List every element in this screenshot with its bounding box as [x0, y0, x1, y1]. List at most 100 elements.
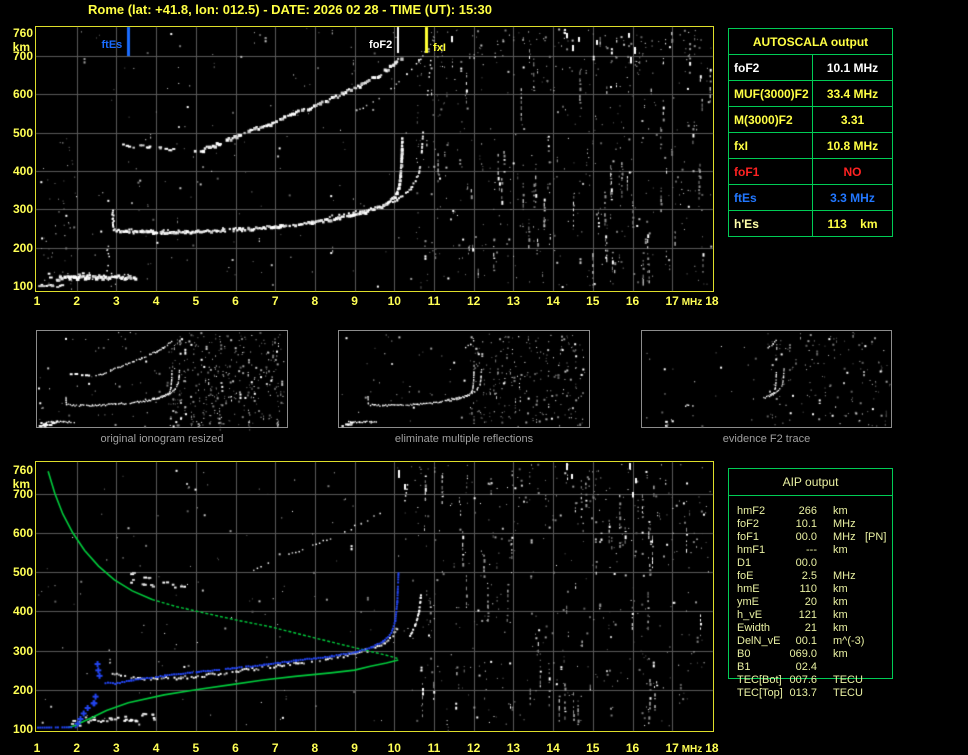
aip-row-hme: hmE 110 km	[729, 583, 892, 596]
aip-un: MHz	[833, 531, 856, 543]
top-x-tick-label: 10	[387, 294, 401, 308]
top-y-tick-label: 700	[12, 48, 33, 63]
aip-nm: TEC[Bot]	[737, 674, 782, 686]
aip-vl: 21	[804, 622, 817, 634]
top-x-tick-label: 9	[351, 294, 358, 308]
top-y-tick-label: 100	[12, 278, 33, 293]
autoscala-row-label: foF1	[729, 159, 813, 184]
bottom-x-tick-label: 2	[73, 741, 81, 755]
bottom-y-tick-label: 600	[12, 525, 33, 540]
top-x-tick-label: 6	[232, 294, 239, 308]
bottom-x-tick-label: 13	[506, 741, 521, 755]
aip-un: km	[833, 544, 848, 556]
aip-row-hve: h_vE 121 km	[729, 609, 892, 622]
autoscala-row-value: 3.31	[840, 112, 865, 127]
autoscala-row-muf3000f2: MUF(3000)F2 33.4 MHz	[729, 80, 892, 106]
autoscala-row-value: NO	[843, 164, 862, 179]
autoscala-row-label: M(3000)F2	[729, 107, 813, 132]
bottom-x-tick-label: 12	[467, 741, 481, 755]
marker-label-fof2: foF2	[369, 39, 393, 51]
aip-output-table: AIP output hmF2 266 km foF2 10.1 MHz foF1 00.0 M…	[728, 468, 893, 699]
aip-un: km	[833, 596, 848, 608]
autoscala-row-value: 113 km	[827, 216, 878, 231]
bottom-y-tick-label: 760	[12, 463, 33, 477]
top-x-tick-label: 2	[73, 294, 81, 308]
aip-row-fof2: foF2 10.1 MHz	[729, 518, 892, 531]
autoscala-row-value: 10.8 MHz	[826, 138, 879, 153]
aip-nm: hmF1	[737, 544, 766, 556]
aip-nm: h_vE	[737, 609, 763, 621]
aip-nm: hmF2	[737, 505, 766, 517]
bottom-x-tick-label: 6	[232, 741, 239, 755]
top-y-tick-label: 200	[12, 240, 33, 255]
aip-un: km	[833, 609, 848, 621]
aip-nm: B1	[737, 661, 751, 673]
bottom-y-tick-label: 700	[12, 486, 33, 501]
bottom-y-tick-label: 100	[12, 721, 33, 736]
aip-un: km	[833, 505, 848, 517]
autoscala-row-fof2: foF2 10.1 MHz	[729, 54, 892, 80]
aip-vl: 121	[798, 609, 817, 621]
autoscala-row-value: 10.1 MHz	[826, 60, 879, 75]
autoscala-row-label: h'Es	[729, 211, 813, 236]
autoscala-row-fof1: foF1 NO	[729, 158, 892, 184]
bottom-x-tick-label: 3	[113, 741, 120, 755]
top-y-tick-label: 300	[12, 202, 33, 217]
aip-row-yme: ymE 20 km	[729, 596, 892, 609]
aip-vl: 2.5	[801, 570, 817, 582]
aip-nm: foF2	[737, 518, 760, 530]
marker-label-ftes: ftEs	[101, 39, 123, 51]
aip-nm: Ewidth	[737, 622, 771, 634]
bottom-x-tick-label: 1	[33, 741, 41, 755]
autoscala-output-table: AUTOSCALA output foF2 10.1 MHz MUF(3000)F2…	[728, 28, 893, 237]
bottom-y-tick-label: 300	[12, 643, 33, 658]
aip-header-divider	[729, 495, 892, 496]
aip-nm: TEC[Top]	[737, 687, 783, 699]
bottom-x-tick-label: 15	[586, 741, 600, 755]
aip-row-fof1: foF1 00.0 MHz [PN]	[729, 531, 892, 544]
top-x-tick-label: 4	[152, 294, 160, 308]
top-x-tick-label: 5	[192, 294, 200, 308]
top-x-axis-unit: MHz	[681, 297, 703, 308]
aip-vl: 266	[798, 505, 817, 517]
bottom-y-axis-unit: km	[12, 477, 30, 491]
bottom-y-tick-label: 400	[12, 604, 33, 619]
aip-un: MHz	[833, 570, 856, 582]
autoscala-row-value: 33.4 MHz	[826, 86, 879, 101]
top-x-tick-label: 18	[705, 294, 719, 308]
aip-nm: ymE	[737, 596, 759, 608]
aip-row-hmf2: hmF2 266 km	[729, 505, 892, 518]
aip-un: MHz	[833, 518, 856, 530]
top-x-tick-label: 14	[546, 294, 560, 308]
autoscala-row-ftes: ftEs 3.3 MHz	[729, 184, 892, 210]
top-x-tick-label: 12	[467, 294, 481, 308]
top-x-tick-label: 3	[113, 294, 120, 308]
aip-vl: 02.4	[795, 661, 817, 673]
aip-row-hmf1: hmF1 --- km	[729, 544, 892, 557]
top-x-tick-label: 8	[311, 294, 319, 308]
aip-nm: foE	[737, 570, 754, 582]
aip-un: TECU	[833, 674, 863, 686]
aip-un: km	[833, 583, 848, 595]
autoscala-row-fxi: fxI 10.8 MHz	[729, 132, 892, 158]
aip-vl: 00.0	[795, 531, 817, 543]
autoscala-row-label: foF2	[729, 55, 813, 80]
bottom-x-tick-label: 16	[625, 741, 640, 755]
aip-un: km	[833, 622, 848, 634]
top-x-tick-label: 11	[427, 294, 441, 308]
aip-vl: 110	[799, 583, 817, 595]
aip-vl: 20	[804, 596, 817, 608]
aip-vl: 10.1	[795, 518, 817, 530]
bottom-x-tick-label: 17	[665, 741, 679, 755]
autoscala-row-label: fxI	[729, 133, 813, 158]
aip-table-header: AIP output	[782, 475, 839, 489]
aip-nm: D1	[737, 557, 752, 569]
aip-vl: 069.0	[789, 648, 817, 660]
bottom-x-tick-label: 7	[271, 741, 279, 755]
top-y-tick-label: 760	[12, 26, 33, 40]
aip-row-ewidth: Ewidth 21 km	[729, 622, 892, 635]
bottom-x-tick-label: 9	[351, 741, 358, 755]
top-y-tick-label: 500	[12, 125, 33, 140]
bottom-y-tick-label: 500	[12, 565, 33, 580]
